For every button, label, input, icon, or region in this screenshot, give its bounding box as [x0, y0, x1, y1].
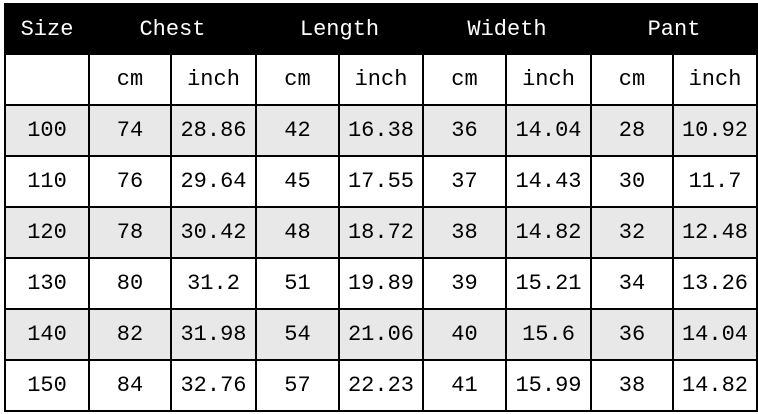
units-row: cm inch cm inch cm inch cm inch — [4, 53, 758, 106]
measurement-cell: 15.99 — [505, 359, 592, 412]
table-row: 110 76 29.64 45 17.55 37 14.43 30 11.7 — [4, 155, 758, 208]
measurement-cell: 45 — [255, 155, 340, 208]
measurement-cell: 30 — [590, 155, 674, 208]
measurement-cell: 42 — [255, 104, 340, 157]
unit-cell: inch — [338, 53, 424, 106]
measurement-cell: 34 — [590, 257, 674, 310]
table-row: 100 74 28.86 42 16.38 36 14.04 28 10.92 — [4, 104, 758, 157]
measurement-cell: 28.86 — [170, 104, 257, 157]
measurement-cell: 31.98 — [170, 308, 257, 361]
measurement-cell: 82 — [88, 308, 172, 361]
size-cell: 140 — [4, 308, 90, 361]
measurement-cell: 17.55 — [338, 155, 424, 208]
size-cell: 100 — [4, 104, 90, 157]
measurement-cell: 48 — [255, 206, 340, 259]
measurement-cell: 57 — [255, 359, 340, 412]
unit-cell — [4, 53, 90, 106]
measurement-cell: 41 — [422, 359, 507, 412]
measurement-cell: 14.43 — [505, 155, 592, 208]
table-row: 150 84 32.76 57 22.23 41 15.99 38 14.82 — [4, 359, 758, 412]
size-chart-table: Size Chest Length Wideth Pant cm inch cm… — [4, 3, 758, 412]
measurement-cell: 32 — [590, 206, 674, 259]
measurement-cell: 36 — [590, 308, 674, 361]
measurement-cell: 31.2 — [170, 257, 257, 310]
table-row: 120 78 30.42 48 18.72 38 14.82 32 12.48 — [4, 206, 758, 259]
header-length: Length — [255, 3, 424, 55]
measurement-cell: 15.21 — [505, 257, 592, 310]
measurement-cell: 13.26 — [672, 257, 758, 310]
measurement-cell: 84 — [88, 359, 172, 412]
measurement-cell: 51 — [255, 257, 340, 310]
measurement-cell: 18.72 — [338, 206, 424, 259]
measurement-cell: 21.06 — [338, 308, 424, 361]
measurement-cell: 12.48 — [672, 206, 758, 259]
measurement-cell: 40 — [422, 308, 507, 361]
measurement-cell: 30.42 — [170, 206, 257, 259]
measurement-cell: 16.38 — [338, 104, 424, 157]
table-row: 140 82 31.98 54 21.06 40 15.6 36 14.04 — [4, 308, 758, 361]
size-cell: 130 — [4, 257, 90, 310]
measurement-cell: 15.6 — [505, 308, 592, 361]
measurement-cell: 28 — [590, 104, 674, 157]
header-chest: Chest — [88, 3, 257, 55]
measurement-cell: 76 — [88, 155, 172, 208]
header-row: Size Chest Length Wideth Pant — [4, 3, 758, 55]
unit-cell: cm — [255, 53, 340, 106]
measurement-cell: 38 — [590, 359, 674, 412]
unit-cell: inch — [672, 53, 758, 106]
measurement-cell: 19.89 — [338, 257, 424, 310]
unit-cell: cm — [88, 53, 172, 106]
table-row: 130 80 31.2 51 19.89 39 15.21 34 13.26 — [4, 257, 758, 310]
unit-cell: cm — [590, 53, 674, 106]
measurement-cell: 36 — [422, 104, 507, 157]
size-cell: 150 — [4, 359, 90, 412]
measurement-cell: 39 — [422, 257, 507, 310]
header-width: Wideth — [422, 3, 592, 55]
measurement-cell: 29.64 — [170, 155, 257, 208]
measurement-cell: 14.04 — [672, 308, 758, 361]
measurement-cell: 10.92 — [672, 104, 758, 157]
measurement-cell: 32.76 — [170, 359, 257, 412]
measurement-cell: 78 — [88, 206, 172, 259]
size-cell: 120 — [4, 206, 90, 259]
measurement-cell: 38 — [422, 206, 507, 259]
measurement-cell: 22.23 — [338, 359, 424, 412]
header-pant: Pant — [590, 3, 758, 55]
header-size: Size — [4, 3, 90, 55]
unit-cell: inch — [170, 53, 257, 106]
measurement-cell: 14.82 — [505, 206, 592, 259]
unit-cell: cm — [422, 53, 507, 106]
size-cell: 110 — [4, 155, 90, 208]
measurement-cell: 11.7 — [672, 155, 758, 208]
measurement-cell: 74 — [88, 104, 172, 157]
measurement-cell: 80 — [88, 257, 172, 310]
measurement-cell: 14.04 — [505, 104, 592, 157]
measurement-cell: 54 — [255, 308, 340, 361]
measurement-cell: 14.82 — [672, 359, 758, 412]
measurement-cell: 37 — [422, 155, 507, 208]
table-body: 100 74 28.86 42 16.38 36 14.04 28 10.92 110 76 29.6… — [4, 104, 758, 412]
unit-cell: inch — [505, 53, 592, 106]
